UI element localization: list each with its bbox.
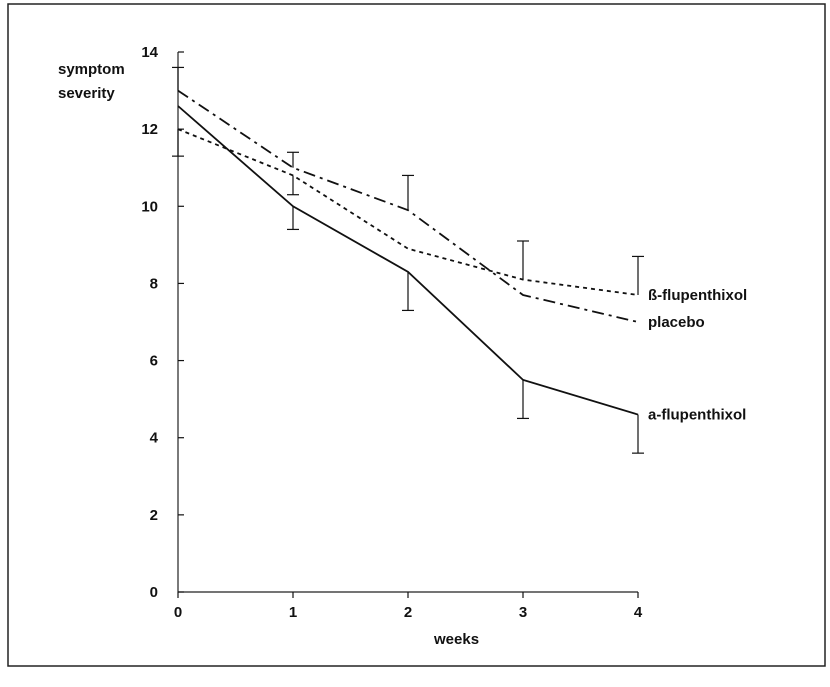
series-line-flupenthixol (177, 128, 639, 296)
x-tick-label: 3 (519, 604, 527, 621)
y-axis-title-line2: severity (58, 85, 115, 102)
series-labels: ß-flupenthixol placebo a-flupenthixol (648, 287, 747, 424)
y-tick-label: 14 (141, 44, 158, 61)
y-axis-title-line1: symptom (58, 61, 125, 78)
y-tick-label: 2 (150, 507, 158, 524)
x-tick-label: 1 (289, 604, 297, 621)
y-tick-label: 10 (141, 198, 158, 215)
series-line-a-flupenthixol (177, 105, 639, 416)
x-tick-label: 0 (174, 604, 182, 621)
y-ticks: 0 2 4 6 8 10 12 14 (141, 44, 184, 601)
series-label-placebo: placebo (648, 314, 705, 331)
y-tick-label: 8 (150, 275, 158, 292)
x-tick-label: 4 (634, 604, 643, 621)
y-tick-label: 6 (150, 353, 158, 370)
series-label-a-flupenthixol: a-flupenthixol (648, 407, 746, 424)
y-tick-label: 12 (141, 121, 158, 138)
error-bars (172, 66, 644, 454)
y-tick-label: 0 (150, 584, 158, 601)
series-lines (177, 89, 639, 416)
y-tick-label: 4 (150, 430, 159, 447)
outer-border (7, 3, 826, 667)
x-axis-title: weeks (433, 631, 479, 648)
x-ticks: 0 1 2 3 4 (174, 592, 643, 621)
x-tick-label: 2 (404, 604, 412, 621)
series-label-flupenthixol: ß-flupenthixol (648, 287, 747, 304)
